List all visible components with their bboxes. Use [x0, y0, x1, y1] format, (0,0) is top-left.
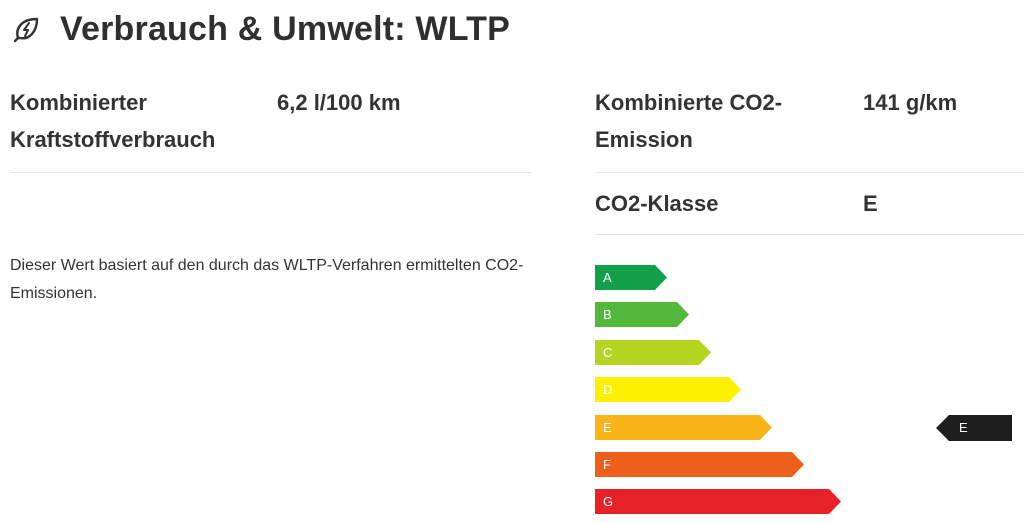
co2-section: Kombinierte CO2- Emission 141 g/km CO2-K… — [595, 84, 1024, 235]
efficiency-bar-b: B — [595, 302, 689, 327]
fuel-consumption-label: Kombinierter Kraftstoffverbrauch — [10, 90, 216, 152]
co2-emission-value: 141 g/km — [863, 90, 958, 115]
leaf-bolt-icon — [12, 14, 42, 44]
efficiency-bar-f: F — [595, 452, 804, 477]
efficiency-bar-e: E — [595, 415, 772, 440]
co2-efficiency-scale: A B C D E F G E — [595, 265, 1024, 523]
efficiency-bar-letter: D — [603, 382, 613, 397]
efficiency-bar-c: C — [595, 340, 711, 365]
selected-class-letter: E — [959, 420, 968, 435]
co2-emission-row: Kombinierte CO2- Emission 141 g/km — [595, 84, 1024, 173]
selected-class-marker: E — [936, 415, 1012, 441]
co2-class-label: CO2-Klasse — [595, 191, 719, 216]
fuel-consumption-section: Kombinierter Kraftstoffverbrauch 6,2 l/1… — [10, 84, 532, 173]
efficiency-bar-letter: C — [603, 345, 613, 360]
fuel-consumption-row: Kombinierter Kraftstoffverbrauch 6,2 l/1… — [10, 84, 532, 173]
efficiency-bar-letter: B — [603, 307, 612, 322]
efficiency-bar-letter: F — [603, 457, 611, 472]
efficiency-bar-letter: E — [603, 420, 612, 435]
wltp-note: Dieser Wert basiert auf den durch das WL… — [10, 257, 524, 302]
efficiency-bar-letter: G — [603, 494, 614, 509]
efficiency-bar-g: G — [595, 489, 841, 514]
efficiency-bar-a: A — [595, 265, 667, 290]
co2-class-value: E — [863, 191, 878, 216]
section-header: Verbrauch & Umwelt: WLTP — [12, 6, 510, 52]
efficiency-bar-d: D — [595, 377, 741, 402]
co2-class-row: CO2-Klasse E — [595, 173, 1024, 235]
page-title: Verbrauch & Umwelt: WLTP — [60, 9, 511, 48]
co2-emission-label: Kombinierte CO2- Emission — [595, 90, 783, 152]
efficiency-bar-letter: A — [603, 270, 612, 285]
fuel-consumption-value: 6,2 l/100 km — [277, 90, 401, 115]
